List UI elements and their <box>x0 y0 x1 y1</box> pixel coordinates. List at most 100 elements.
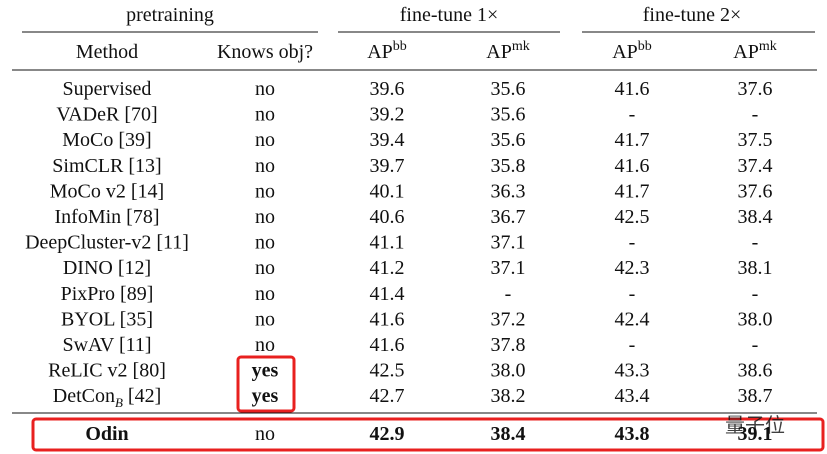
table-cell: no <box>255 334 275 356</box>
table-cell: 41.1 <box>370 232 405 254</box>
table-cell: 42.5 <box>370 360 405 382</box>
watermark: 量子位 <box>725 413 785 437</box>
column-header: APmk <box>733 39 776 63</box>
table-cell: 41.7 <box>615 180 650 202</box>
final-cell: Odin <box>85 423 128 445</box>
table-cell: 37.6 <box>738 180 773 202</box>
cell-text: AP <box>367 41 393 63</box>
table-cell: 41.6 <box>370 308 405 330</box>
table-cell: 38.6 <box>738 360 773 382</box>
table-cell: 42.7 <box>370 385 405 407</box>
table-cell: 39.2 <box>370 104 405 126</box>
column-header: APmk <box>486 39 529 63</box>
table-cell: 40.1 <box>370 180 405 202</box>
table-cell: SimCLR [13] <box>52 155 161 177</box>
table-cell: 39.7 <box>370 155 405 177</box>
table-cell: 43.4 <box>615 385 650 407</box>
table-cell: 35.6 <box>491 104 526 126</box>
group-header: fine-tune 2× <box>643 4 741 26</box>
table-cell: - <box>629 283 636 305</box>
table-cell: - <box>505 283 512 305</box>
table-cell: 38.4 <box>738 206 773 228</box>
table-cell: 37.6 <box>738 78 773 100</box>
table-cell: no <box>255 104 275 126</box>
table-cell: 42.3 <box>615 257 650 279</box>
cell-text: DetCon <box>53 385 115 407</box>
table-cell: no <box>255 155 275 177</box>
table-cell: - <box>629 334 636 356</box>
table-cell: 38.7 <box>738 385 773 407</box>
table-cell: 36.7 <box>491 206 526 228</box>
table-cell: - <box>752 334 759 356</box>
final-cell: 42.9 <box>370 423 405 445</box>
table-cell: 43.3 <box>615 360 650 382</box>
table-cell: Supervised <box>63 78 152 100</box>
table-cell: MoCo v2 [14] <box>50 180 164 202</box>
column-header: APbb <box>612 39 652 63</box>
cell-text: [42] <box>123 385 161 407</box>
table-cell: 38.0 <box>738 308 773 330</box>
cell-text: AP <box>486 41 512 63</box>
group-header: fine-tune 1× <box>400 4 498 26</box>
highlight-box <box>236 355 296 413</box>
table-cell: - <box>752 232 759 254</box>
column-header: APbb <box>367 39 407 63</box>
superscript: bb <box>638 39 652 54</box>
table-cell: DINO [12] <box>63 257 151 279</box>
table-cell: - <box>629 232 636 254</box>
table-cell: no <box>255 206 275 228</box>
final-cell: no <box>255 423 275 445</box>
table-cell: no <box>255 232 275 254</box>
table-cell: - <box>752 283 759 305</box>
highlight-box <box>31 417 825 452</box>
table-cell: 38.2 <box>491 385 526 407</box>
table-cell: yes <box>252 360 279 382</box>
cell-text: AP <box>733 41 759 63</box>
table-cell: 41.6 <box>370 334 405 356</box>
table-cell: 42.4 <box>615 308 650 330</box>
final-cell: 43.8 <box>615 423 650 445</box>
table-cell: yes <box>252 385 279 407</box>
subscript: B <box>115 395 123 410</box>
table-cell: InfoMin [78] <box>55 206 160 228</box>
table-cell: SwAV [11] <box>62 334 151 356</box>
table-cell: 41.2 <box>370 257 405 279</box>
table-cell: no <box>255 283 275 305</box>
table-cell: 38.1 <box>738 257 773 279</box>
table-cell: - <box>629 104 636 126</box>
table-cell: VADeR [70] <box>56 104 157 126</box>
table-cell: 38.0 <box>491 360 526 382</box>
group-header: pretraining <box>126 4 214 26</box>
column-header: Knows obj? <box>217 41 313 63</box>
table-cell: 37.5 <box>738 129 773 151</box>
table-cell: 36.3 <box>491 180 526 202</box>
table-cell: 41.6 <box>615 155 650 177</box>
table-cell: 39.6 <box>370 78 405 100</box>
table-cell: 35.6 <box>491 78 526 100</box>
table-cell: 37.1 <box>491 257 526 279</box>
table-cell: 37.2 <box>491 308 526 330</box>
table-cell: ReLIC v2 [80] <box>48 360 166 382</box>
final-cell: 39.1 <box>738 423 773 445</box>
column-header: Method <box>76 41 138 63</box>
table-cell: 35.8 <box>491 155 526 177</box>
table-cell: - <box>752 104 759 126</box>
table-cell: no <box>255 78 275 100</box>
superscript: mk <box>759 39 777 54</box>
table-cell: PixPro [89] <box>61 283 154 305</box>
table-cell: DeepCluster-v2 [11] <box>25 232 189 254</box>
table-cell: 37.8 <box>491 334 526 356</box>
table-cell: 41.7 <box>615 129 650 151</box>
table-cell: no <box>255 180 275 202</box>
table-cell: BYOL [35] <box>61 308 153 330</box>
superscript: mk <box>512 39 530 54</box>
table-cell: no <box>255 129 275 151</box>
table-cell: 35.6 <box>491 129 526 151</box>
table-cell: 37.4 <box>738 155 773 177</box>
table-cell: 37.1 <box>491 232 526 254</box>
table-cell: 39.4 <box>370 129 405 151</box>
table-cell: no <box>255 257 275 279</box>
table-cell: 42.5 <box>615 206 650 228</box>
table-cell: MoCo [39] <box>62 129 151 151</box>
